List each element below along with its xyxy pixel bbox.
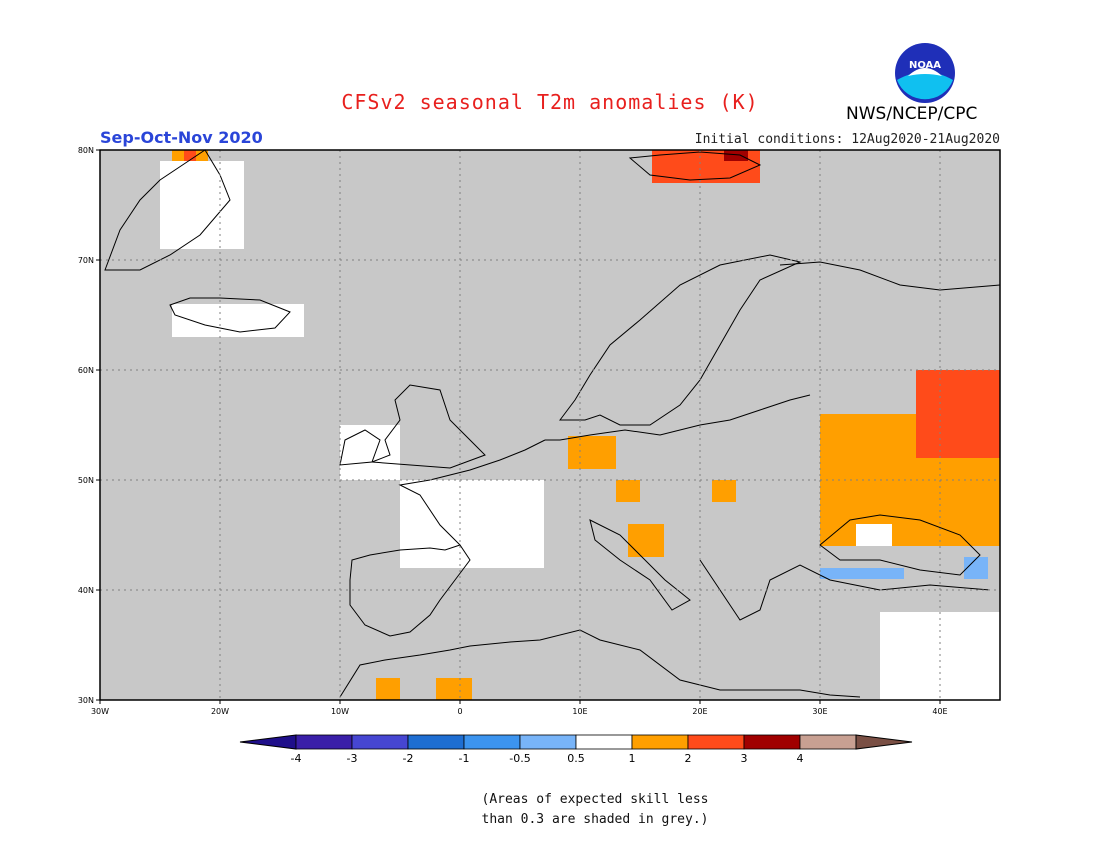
colorbar-swatch-1: [351, 734, 409, 750]
scandinavia: [559, 254, 802, 426]
great-britain: [371, 384, 486, 469]
greenland: [104, 149, 231, 271]
colorbar-swatch-2: [407, 734, 465, 750]
colorbar-label-7: 2: [685, 752, 692, 765]
anomaly-region-0-3: [616, 480, 640, 502]
coastlines: [104, 149, 1001, 698]
anomaly-region-4-0: [160, 161, 244, 249]
colorbar-swatch-5: [575, 734, 633, 750]
colorbar: -4 -3 -2 -1 -0.5 0.5 1 2 3 4: [239, 734, 913, 765]
agency-label: NWS/NCEP/CPC: [846, 104, 978, 124]
anomaly-region-1-0: [916, 370, 1000, 458]
noaa-logo: NOAA: [895, 43, 955, 103]
forecast-period: Sep-Oct-Nov 2020: [100, 128, 263, 147]
footnote-line-2: than 0.3 are shaded in grey.): [481, 812, 709, 827]
x-tick-labels: 30W 20W 10W 0 10E 20E 30E 40E: [91, 700, 948, 716]
x-tick-4: 10E: [572, 707, 587, 716]
footnote-line-1: (Areas of expected skill less: [481, 792, 709, 807]
logo-text: NOAA: [909, 60, 941, 71]
anomaly-region-4-2: [400, 480, 544, 568]
y-tick-2: 60N: [78, 366, 94, 375]
map-title: CFSv2 seasonal T2m anomalies (K): [341, 90, 759, 114]
italy-coast: [589, 519, 691, 611]
colorbar-swatch-8: [743, 734, 801, 750]
y-tick-4: 40N: [78, 586, 94, 595]
x-tick-0: 30W: [91, 707, 109, 716]
baltic-coast: [545, 394, 811, 441]
y-tick-labels: 80N 70N 60N 50N 40N 30N: [78, 146, 100, 705]
anomaly-region-0-5: [376, 678, 400, 700]
x-tick-7: 40E: [932, 707, 947, 716]
black-sea: [819, 514, 981, 576]
y-tick-1: 70N: [78, 256, 94, 265]
map-frame: [99, 149, 1001, 701]
colorbar-label-4: -0.5: [509, 752, 530, 765]
x-tick-6: 30E: [812, 707, 827, 716]
anomaly-regions: [160, 150, 1000, 700]
anomaly-region-0-6: [712, 480, 736, 502]
x-tick-2: 10W: [331, 707, 349, 716]
x-tick-3: 0: [457, 707, 462, 716]
balkans-anatolia-coast: [699, 559, 991, 621]
colorbar-end-low: [239, 734, 297, 750]
colorbar-swatch-0: [295, 734, 353, 750]
anomaly-region-4-5: [856, 524, 892, 546]
y-tick-3: 50N: [78, 476, 94, 485]
colorbar-label-5: 0.5: [567, 752, 585, 765]
svalbard: [628, 151, 762, 181]
colorbar-label-9: 4: [797, 752, 804, 765]
anomaly-region-1-2: [184, 150, 196, 161]
colorbar-label-1: -3: [347, 752, 358, 765]
colorbar-swatch-7: [687, 734, 745, 750]
anomaly-region-4-3: [340, 425, 400, 480]
y-tick-5: 30N: [78, 696, 94, 705]
colorbar-swatch-9: [799, 734, 857, 750]
colorbar-end-high: [855, 734, 913, 750]
anomaly-region-3-1: [964, 557, 988, 579]
ireland: [339, 429, 381, 466]
gridlines: [100, 150, 1000, 700]
iberia-coast: [349, 544, 471, 637]
iceland: [169, 297, 291, 333]
colorbar-label-2: -2: [403, 752, 414, 765]
colorbar-swatch-4: [519, 734, 577, 750]
y-tick-0: 80N: [78, 146, 94, 155]
anomaly-region-0-7: [628, 524, 664, 557]
anomaly-region-0-2: [568, 436, 616, 469]
anomaly-region-0-4: [436, 678, 472, 700]
x-tick-1: 20W: [211, 707, 229, 716]
colorbar-swatch-3: [463, 734, 521, 750]
arctic-russia-coast: [779, 261, 1001, 291]
anomaly-region-2-0: [724, 150, 748, 161]
colorbar-label-3: -1: [459, 752, 470, 765]
anomaly-region-3-0: [820, 568, 904, 579]
colorbar-label-8: 3: [741, 752, 748, 765]
colorbar-label-6: 1: [629, 752, 636, 765]
colorbar-swatch-6: [631, 734, 689, 750]
initial-conditions: Initial conditions: 12Aug2020-21Aug2020: [694, 132, 1000, 147]
x-tick-5: 20E: [692, 707, 707, 716]
colorbar-label-0: -4: [291, 752, 302, 765]
